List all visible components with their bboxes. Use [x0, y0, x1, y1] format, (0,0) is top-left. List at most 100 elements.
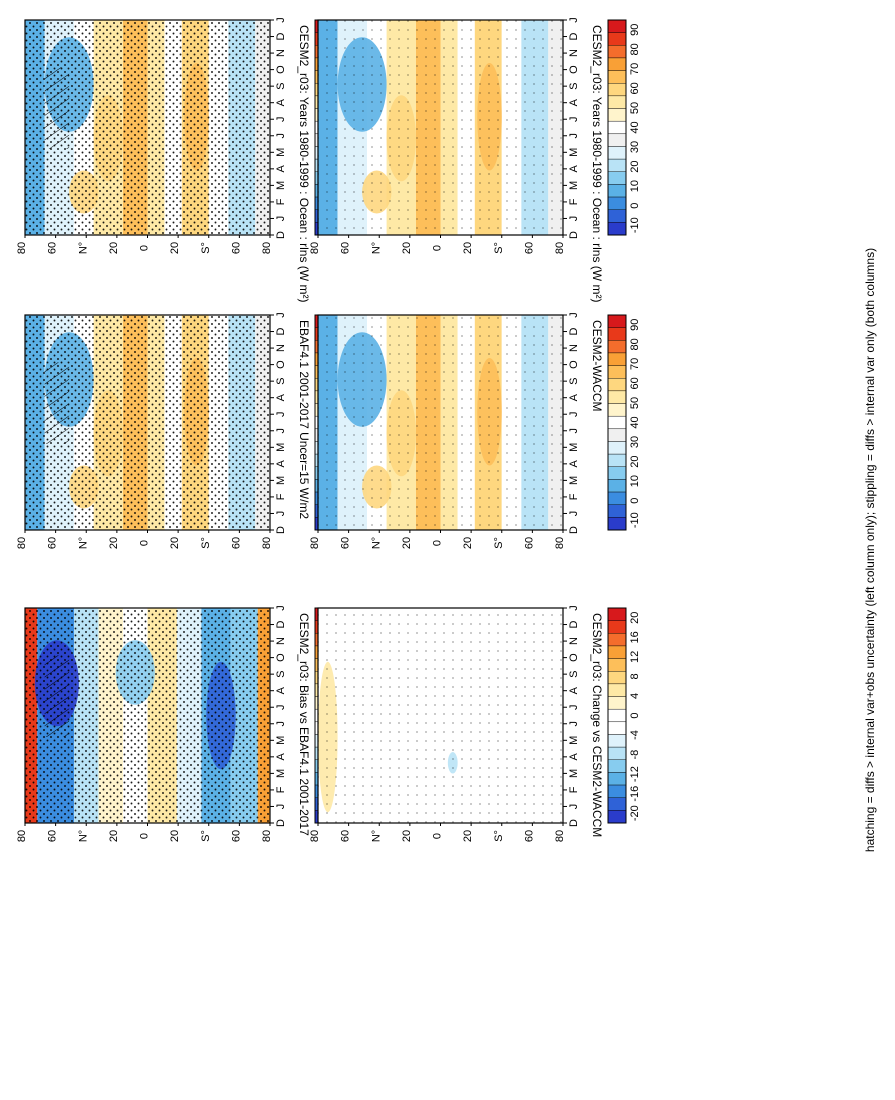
colorbar-swatch: [607, 158, 627, 172]
colorbar-swatch: [607, 222, 627, 236]
month-tick-label: M: [275, 476, 287, 485]
month-tick-label: M: [568, 181, 580, 190]
colorbar-swatch: [607, 340, 627, 354]
month-tick-label: J: [568, 133, 580, 139]
latitude-tick-label: 80: [554, 537, 566, 549]
colorbar: 90 80 70 60 50 40 30 20 10 0 -10: [607, 19, 641, 236]
stippling-overlay: [318, 315, 563, 530]
colorbar-swatch: [607, 120, 627, 135]
month-tick-label: O: [568, 653, 580, 662]
month-tick-label: S: [275, 377, 287, 384]
month-tick-label: J: [275, 605, 287, 611]
colorbar-swatch: [607, 696, 627, 710]
latitude-tick-label: 80: [261, 242, 273, 254]
colorbar-tick-label: 70: [629, 63, 641, 75]
panel-title: CESM2_r03: Years 1980-1999 : Ocean : rln…: [590, 25, 604, 302]
latitude-tick-label: 20: [401, 242, 413, 254]
colorbar-tick-label: 90: [629, 319, 641, 331]
colorbar-swatch: [607, 365, 627, 379]
month-tick-label: M: [568, 476, 580, 485]
colorbar-swatch: [607, 146, 627, 160]
month-tick-label: J: [275, 411, 287, 417]
latitude-tick-label: 80: [309, 537, 321, 549]
colorbar-tick-label: 0: [629, 203, 641, 209]
colorbar-tick-label: 70: [629, 358, 641, 370]
month-tick-label: J: [568, 511, 580, 517]
month-tick-label: S: [568, 82, 580, 89]
month-tick-label: D: [568, 231, 580, 239]
month-tick-label: A: [568, 165, 580, 173]
colorbar-swatch: [607, 734, 627, 748]
colorbar-tick-label: 90: [629, 24, 641, 36]
latitude-tick-label: 20: [169, 537, 181, 549]
colorbar-swatch: [607, 327, 627, 341]
month-tick-label: J: [275, 804, 287, 810]
month-tick-label: M: [568, 769, 580, 778]
colorbar-tick-label: 30: [629, 141, 641, 153]
latitude-tick-label: 80: [16, 830, 28, 842]
latitude-tick-label: 80: [309, 242, 321, 254]
month-tick-label: A: [568, 393, 580, 401]
month-tick-label: N: [568, 49, 580, 57]
month-tick-label: A: [275, 393, 287, 401]
month-tick-label: A: [275, 753, 287, 761]
latitude-tick-label: N°: [370, 830, 382, 842]
colorbar-swatch: [607, 32, 627, 46]
colorbar-swatch: [607, 314, 627, 328]
colorbar-swatch: [607, 171, 627, 185]
colorbar-tick-label: -12: [629, 766, 641, 782]
colorbar-tick-label: -4: [629, 730, 641, 740]
colorbar-swatch: [607, 415, 627, 430]
latitude-tick-label: 80: [261, 537, 273, 549]
panel-title: CESM2_r03: Change vs CESM2-WACCM: [590, 613, 604, 837]
latitude-tick-label: S°: [200, 242, 212, 254]
colorbar-swatch: [607, 620, 627, 634]
month-tick-label: J: [275, 428, 287, 434]
colorbar-swatch: [607, 428, 627, 442]
latitude-tick-label: 80: [554, 830, 566, 842]
month-tick-label: O: [568, 360, 580, 369]
colorbar-swatch: [607, 57, 627, 71]
month-tick-label: J: [275, 17, 287, 23]
latitude-tick-label: 60: [523, 537, 535, 549]
latitude-tick-label: 80: [309, 830, 321, 842]
month-tick-label: J: [568, 704, 580, 710]
colorbar-tick-label: 10: [629, 475, 641, 487]
month-tick-label: J: [568, 312, 580, 318]
colorbar-swatch: [607, 721, 627, 735]
colorbar-tick-label: -8: [629, 750, 641, 760]
colorbar-swatch: [607, 746, 627, 760]
plot-area: [25, 315, 270, 530]
month-tick-label: J: [275, 116, 287, 122]
month-tick-label: D: [275, 328, 287, 336]
month-tick-label: J: [568, 216, 580, 222]
hatching-overlay: [44, 67, 70, 149]
month-tick-label: A: [568, 753, 580, 761]
latitude-tick-label: 80: [16, 537, 28, 549]
latitude-tick-label: 20: [401, 830, 413, 842]
month-tick-label: J: [568, 721, 580, 727]
latitude-tick-label: 20: [462, 830, 474, 842]
colorbar-swatch: [607, 184, 627, 198]
month-tick-label: D: [568, 526, 580, 534]
latitude-tick-label: 60: [340, 830, 352, 842]
month-tick-label: J: [568, 428, 580, 434]
month-tick-label: S: [568, 377, 580, 384]
latitude-tick-label: 60: [523, 242, 535, 254]
month-tick-label: J: [275, 704, 287, 710]
latitude-tick-label: 20: [108, 537, 120, 549]
colorbar-swatch: [607, 517, 627, 531]
month-tick-label: M: [275, 443, 287, 452]
month-tick-label: M: [568, 443, 580, 452]
latitude-tick-label: 20: [108, 830, 120, 842]
colorbar-swatch: [607, 491, 627, 505]
colorbar-tick-label: 4: [629, 693, 641, 699]
latitude-tick-label: 20: [462, 537, 474, 549]
month-tick-label: J: [275, 511, 287, 517]
month-tick-label: M: [275, 769, 287, 778]
colorbar-tick-label: 20: [629, 160, 641, 172]
colorbar-frame: [607, 607, 627, 824]
colorbar-swatch: [607, 133, 627, 147]
colorbar-tick-label: 20: [629, 612, 641, 624]
